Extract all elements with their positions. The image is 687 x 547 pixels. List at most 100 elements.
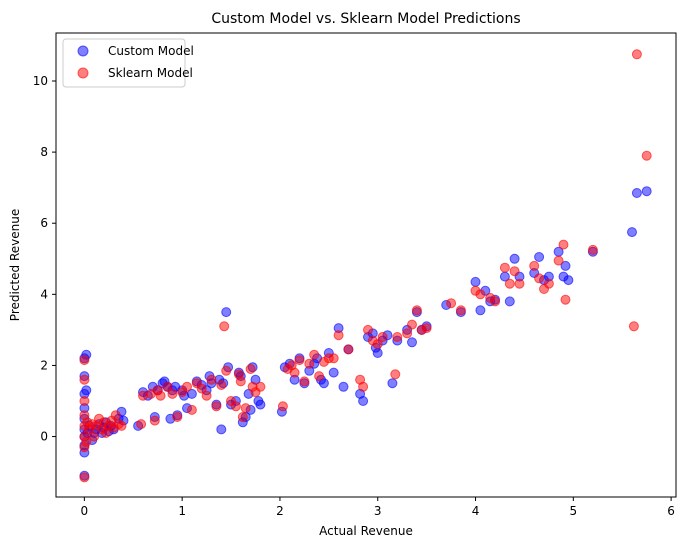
custom-model-point-77	[318, 378, 329, 389]
sklearn-model-point-29	[155, 390, 166, 401]
sklearn-model-point-60	[304, 358, 315, 369]
x-axis-ticks: 0 1 2 3 4 5 6	[81, 497, 675, 518]
sklearn-model-point-97	[560, 294, 571, 305]
sklearn-model-point-75	[392, 332, 403, 342]
y-tick-label-6: 6	[40, 216, 48, 230]
legend-marker-sklearn-model	[77, 67, 89, 79]
sklearn-model-point-53	[255, 381, 266, 392]
sklearn-model-point-62	[314, 371, 325, 382]
legend-box	[62, 38, 186, 88]
legend: Custom Model Sklearn Model	[62, 38, 194, 88]
y-tick-label-10: 10	[33, 74, 48, 88]
sklearn-model-point-43	[221, 365, 232, 376]
custom-model-point-106	[504, 296, 515, 307]
sklearn-model-point-40	[211, 401, 222, 412]
sklearn-model-point-81	[446, 298, 457, 309]
sklearn-model-point-47	[235, 376, 246, 387]
chart-title: Custom Model vs. Sklearn Model Predictio…	[211, 11, 520, 27]
sklearn-model-point-86	[490, 296, 501, 307]
sklearn-model-point-21	[110, 410, 121, 421]
sklearn-model-point-37	[196, 383, 207, 394]
sklearn-model-point-61	[309, 349, 320, 360]
sklearn-model-point-7	[79, 355, 90, 366]
y-tick-label-0: 0	[40, 430, 48, 444]
legend-marker-custom-model	[77, 45, 89, 57]
custom-model-point-101	[475, 305, 486, 316]
y-axis-label: Predicted Revenue	[8, 209, 22, 321]
custom-model-point-107	[509, 253, 520, 264]
x-axis-label: Actual Revenue	[319, 524, 413, 538]
x-tick-label-2: 2	[276, 504, 284, 518]
sklearn-model-point-31	[167, 388, 178, 399]
sklearn-model-point-96	[558, 239, 569, 250]
plot-frame	[55, 32, 677, 498]
sklearn-model-point-49	[240, 403, 251, 414]
sklearn-model-point-6	[79, 374, 90, 385]
custom-model-point-88	[372, 348, 383, 358]
sklearn-model-point-39	[206, 374, 217, 385]
y-tick-label-4: 4	[40, 287, 48, 301]
sklearn-model-point-41	[216, 380, 227, 390]
sklearn-model-point-92	[534, 273, 545, 284]
custom-model-point-66	[255, 399, 266, 410]
sklearn-model-point-72	[372, 339, 383, 350]
sklearn-model-point-5	[79, 396, 90, 406]
sklearn-model-point-57	[289, 367, 300, 378]
custom-model-point-84	[358, 396, 369, 406]
sklearn-model-point-94	[543, 278, 554, 289]
legend-label-custom-model: Custom Model	[108, 44, 194, 58]
sklearn-model-point-54	[277, 401, 288, 412]
sklearn-model-point-101	[641, 150, 652, 161]
custom-model-point-53	[221, 307, 232, 318]
custom-model-point-118	[627, 227, 637, 238]
sklearn-model-point-65	[328, 353, 339, 364]
points-layer	[79, 49, 652, 483]
sklearn-model-point-32	[172, 412, 183, 422]
sklearn-model-point-90	[514, 278, 525, 289]
sklearn-model-point-69	[358, 381, 369, 392]
custom-model-point-120	[641, 186, 652, 197]
sklearn-model-point-74	[390, 369, 401, 380]
sklearn-model-point-98	[587, 244, 598, 255]
sklearn-model-point-0	[79, 472, 90, 483]
custom-model-point-11	[81, 385, 92, 396]
custom-model-point-100	[470, 276, 481, 287]
custom-model-point-91	[387, 378, 398, 389]
sklearn-model-point-99	[628, 321, 639, 332]
sklearn-model-point-91	[529, 260, 540, 271]
x-tick-label-5: 5	[569, 504, 577, 518]
custom-model-point-79	[328, 367, 339, 378]
custom-model-point-51	[216, 424, 227, 435]
x-tick-label-1: 1	[178, 504, 186, 518]
y-tick-label-8: 8	[40, 145, 48, 159]
sklearn-model-point-45	[230, 401, 241, 412]
custom-model-point-115	[560, 260, 571, 271]
sklearn-model-point-58	[294, 355, 305, 366]
sklearn-model-point-50	[245, 364, 256, 374]
sklearn-model-point-67	[343, 344, 354, 355]
sklearn-model-point-70	[363, 324, 373, 335]
sklearn-model-point-38	[201, 390, 212, 401]
sklearn-model-point-66	[333, 330, 344, 341]
y-axis-ticks: 0 2 4 6 8 10	[33, 74, 56, 444]
sklearn-model-point-77	[407, 319, 417, 330]
sklearn-model-point-23	[116, 420, 127, 431]
x-tick-label-4: 4	[472, 504, 480, 518]
sklearn-model-point-82	[455, 305, 466, 316]
custom-model-point-116	[563, 275, 574, 286]
sklearn-model-point-73	[377, 332, 388, 342]
sklearn-model-point-87	[499, 262, 510, 273]
sklearn-model-point-12	[89, 431, 100, 442]
sklearn-model-point-59	[299, 376, 310, 387]
sklearn-model-point-95	[553, 255, 564, 266]
sklearn-model-point-27	[149, 415, 160, 426]
sklearn-model-point-48	[237, 412, 248, 422]
x-tick-label-6: 6	[667, 504, 675, 518]
custom-model-point-119	[631, 188, 642, 198]
custom-model-point-43	[186, 388, 197, 399]
sklearn-model-point-100	[631, 49, 642, 60]
sklearn-model-point-30	[162, 381, 173, 392]
sklearn-model-point-78	[411, 305, 422, 316]
